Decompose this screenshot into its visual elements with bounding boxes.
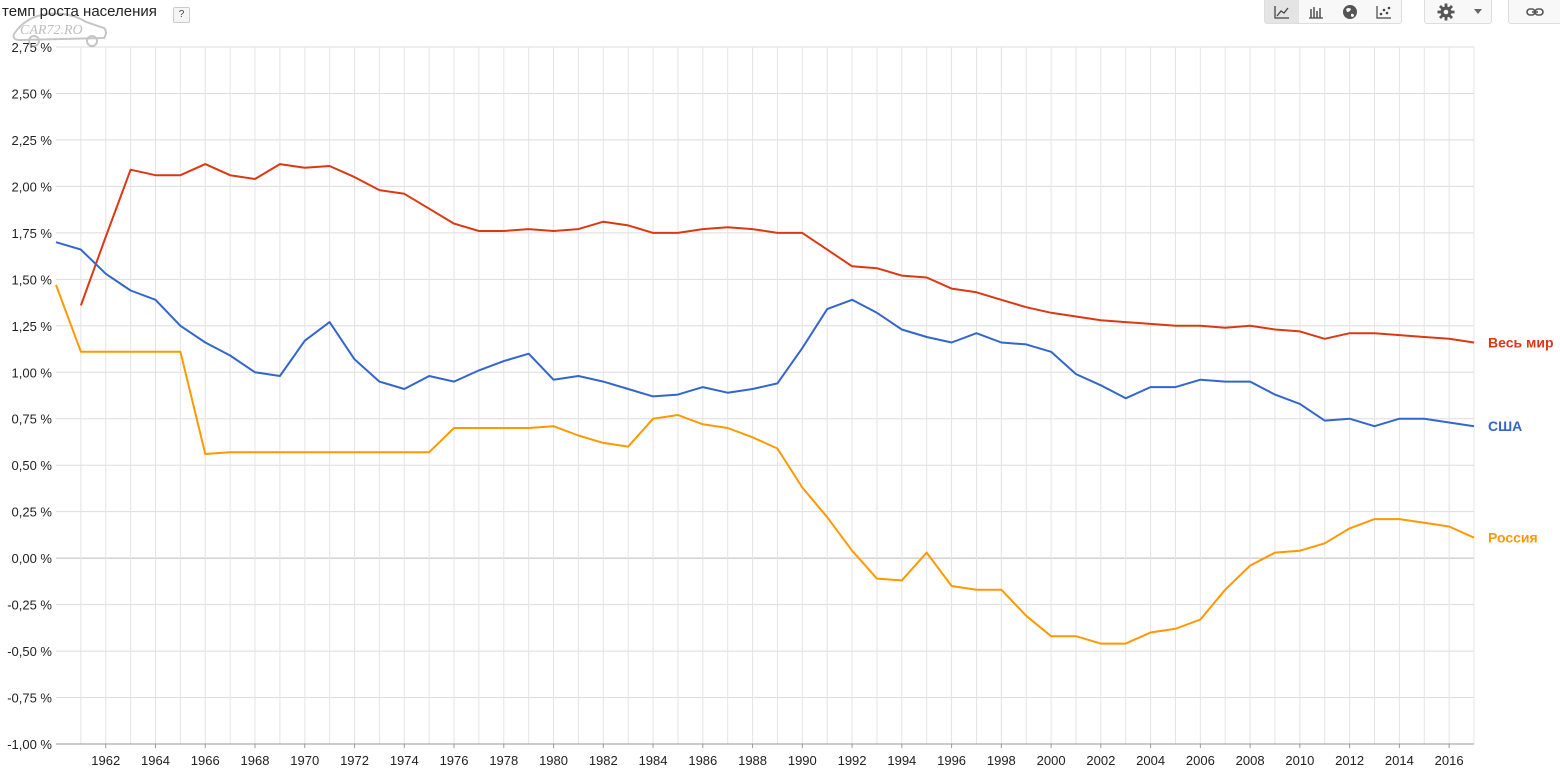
y-tick-label: 1,00 % — [12, 365, 53, 380]
x-tick-label: 1988 — [738, 753, 767, 768]
x-tick-label: 1996 — [937, 753, 966, 768]
series-label-3: Россия — [1488, 530, 1538, 546]
scatter-plot-icon — [1376, 5, 1391, 19]
line-chart-view-button[interactable] — [1265, 0, 1299, 23]
x-tick-label: 1976 — [440, 753, 469, 768]
y-tick-label: 1,25 % — [12, 319, 53, 334]
x-tick-label: 1986 — [688, 753, 717, 768]
y-tick-label: 0,50 % — [12, 458, 53, 473]
link-icon — [1526, 7, 1544, 16]
series-line-2 — [55, 241, 1475, 428]
x-tick-label: 2016 — [1435, 753, 1464, 768]
y-tick-label: 2,00 % — [12, 179, 53, 194]
y-tick-label: -0,75 % — [7, 691, 52, 706]
x-tick-label: 2004 — [1136, 753, 1165, 768]
bar-chart-icon — [1309, 6, 1323, 19]
x-tick-label: 1978 — [489, 753, 518, 768]
chart-series — [55, 163, 1475, 645]
series-line-3 — [55, 284, 1475, 645]
x-tick-label: 1990 — [788, 753, 817, 768]
chart-title: темп роста населения — [2, 3, 157, 20]
y-tick-label: 0,25 % — [12, 505, 53, 520]
x-tick-label: 1984 — [639, 753, 668, 768]
x-tick-label: 1974 — [390, 753, 419, 768]
y-tick-label: -0,25 % — [7, 598, 52, 613]
y-tick-label: -1,00 % — [7, 737, 52, 752]
settings-menu-button[interactable] — [1424, 0, 1492, 24]
x-tick-label: 1966 — [191, 753, 220, 768]
x-tick-label: 1992 — [838, 753, 867, 768]
series-label-1: Весь мир — [1488, 335, 1554, 351]
y-tick-label: 2,25 % — [12, 133, 53, 148]
series-labels: Весь мир США Россия — [1488, 335, 1554, 546]
x-tick-label: 1970 — [290, 753, 319, 768]
bar-chart-view-button[interactable] — [1299, 0, 1333, 23]
series-label-2: США — [1488, 418, 1522, 434]
y-tick-label: 1,50 % — [12, 272, 53, 287]
watermark-logo: CAR72.RO — [12, 12, 107, 47]
help-button[interactable]: ? — [173, 7, 190, 23]
x-tick-label: 1982 — [589, 753, 618, 768]
x-axis: 1962 1964 1966 1968 1970 1972 1974 1976 1978 1980… — [56, 743, 1474, 768]
x-tick-label: 2008 — [1236, 753, 1265, 768]
y-tick-label: 0,75 % — [12, 412, 53, 427]
watermark-text: CAR72.RO — [20, 23, 83, 38]
globe-map-icon — [1343, 4, 1357, 19]
line-chart-icon — [1274, 5, 1289, 19]
x-tick-label: 1968 — [241, 753, 270, 768]
x-tick-label: 1980 — [539, 753, 568, 768]
x-tick-label: 2012 — [1335, 753, 1364, 768]
y-tick-label: 0,00 % — [12, 551, 53, 566]
y-tick-label: 1,75 % — [12, 226, 53, 241]
series-line-1 — [79, 163, 1475, 344]
share-link-button[interactable] — [1508, 0, 1560, 24]
x-tick-label: 1962 — [91, 753, 120, 768]
x-tick-label: 1998 — [987, 753, 1016, 768]
gear-icon — [1437, 3, 1455, 20]
x-tick-label: 2002 — [1086, 753, 1115, 768]
x-tick-label: 1972 — [340, 753, 369, 768]
y-axis: 2,75 % 2,50 % 2,25 % 2,00 % 1,75 % 1,50 % 1,25… — [7, 40, 52, 752]
scatter-view-button[interactable] — [1367, 0, 1401, 23]
chart-grid — [56, 46, 1475, 745]
caret-down-icon — [1474, 9, 1482, 14]
x-tick-label: 2010 — [1285, 753, 1314, 768]
y-tick-label: 2,75 % — [12, 40, 53, 55]
view-switcher — [1264, 0, 1402, 24]
x-tick-label: 2000 — [1037, 753, 1066, 768]
y-tick-label: -0,50 % — [7, 644, 52, 659]
x-tick-label: 1964 — [141, 753, 170, 768]
map-view-button[interactable] — [1333, 0, 1367, 23]
x-tick-label: 2014 — [1385, 753, 1414, 768]
y-tick-label: 2,50 % — [12, 86, 53, 101]
x-tick-label: 2006 — [1186, 753, 1215, 768]
x-tick-label: 1994 — [887, 753, 916, 768]
